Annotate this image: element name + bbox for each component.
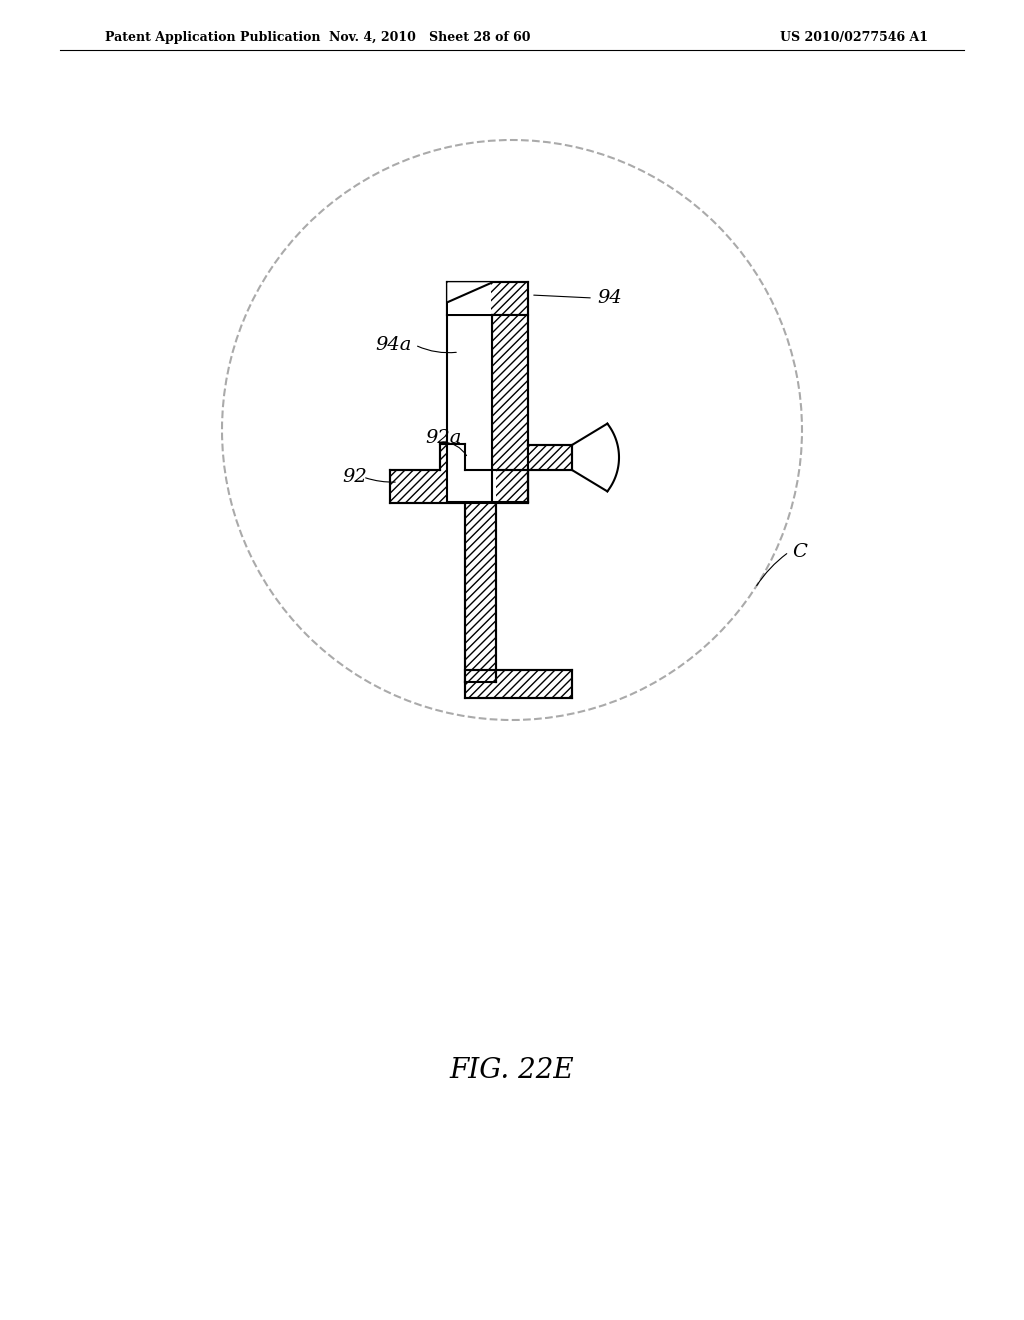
Text: FIG. 22E: FIG. 22E [450, 1056, 574, 1084]
Text: 92a: 92a [425, 429, 462, 447]
Polygon shape [390, 444, 528, 503]
Polygon shape [465, 671, 572, 698]
Text: 94a: 94a [375, 337, 412, 354]
Polygon shape [449, 282, 490, 314]
Text: C: C [792, 543, 807, 561]
Polygon shape [492, 315, 528, 502]
Text: Nov. 4, 2010   Sheet 28 of 60: Nov. 4, 2010 Sheet 28 of 60 [330, 30, 530, 44]
Text: Patent Application Publication: Patent Application Publication [105, 30, 321, 44]
Polygon shape [528, 445, 572, 470]
Text: 92: 92 [342, 469, 367, 486]
Polygon shape [447, 315, 492, 502]
Polygon shape [465, 503, 496, 682]
Polygon shape [490, 470, 496, 502]
Polygon shape [449, 282, 490, 302]
Text: 94: 94 [597, 289, 622, 308]
Polygon shape [447, 282, 528, 315]
Text: US 2010/0277546 A1: US 2010/0277546 A1 [780, 30, 928, 44]
